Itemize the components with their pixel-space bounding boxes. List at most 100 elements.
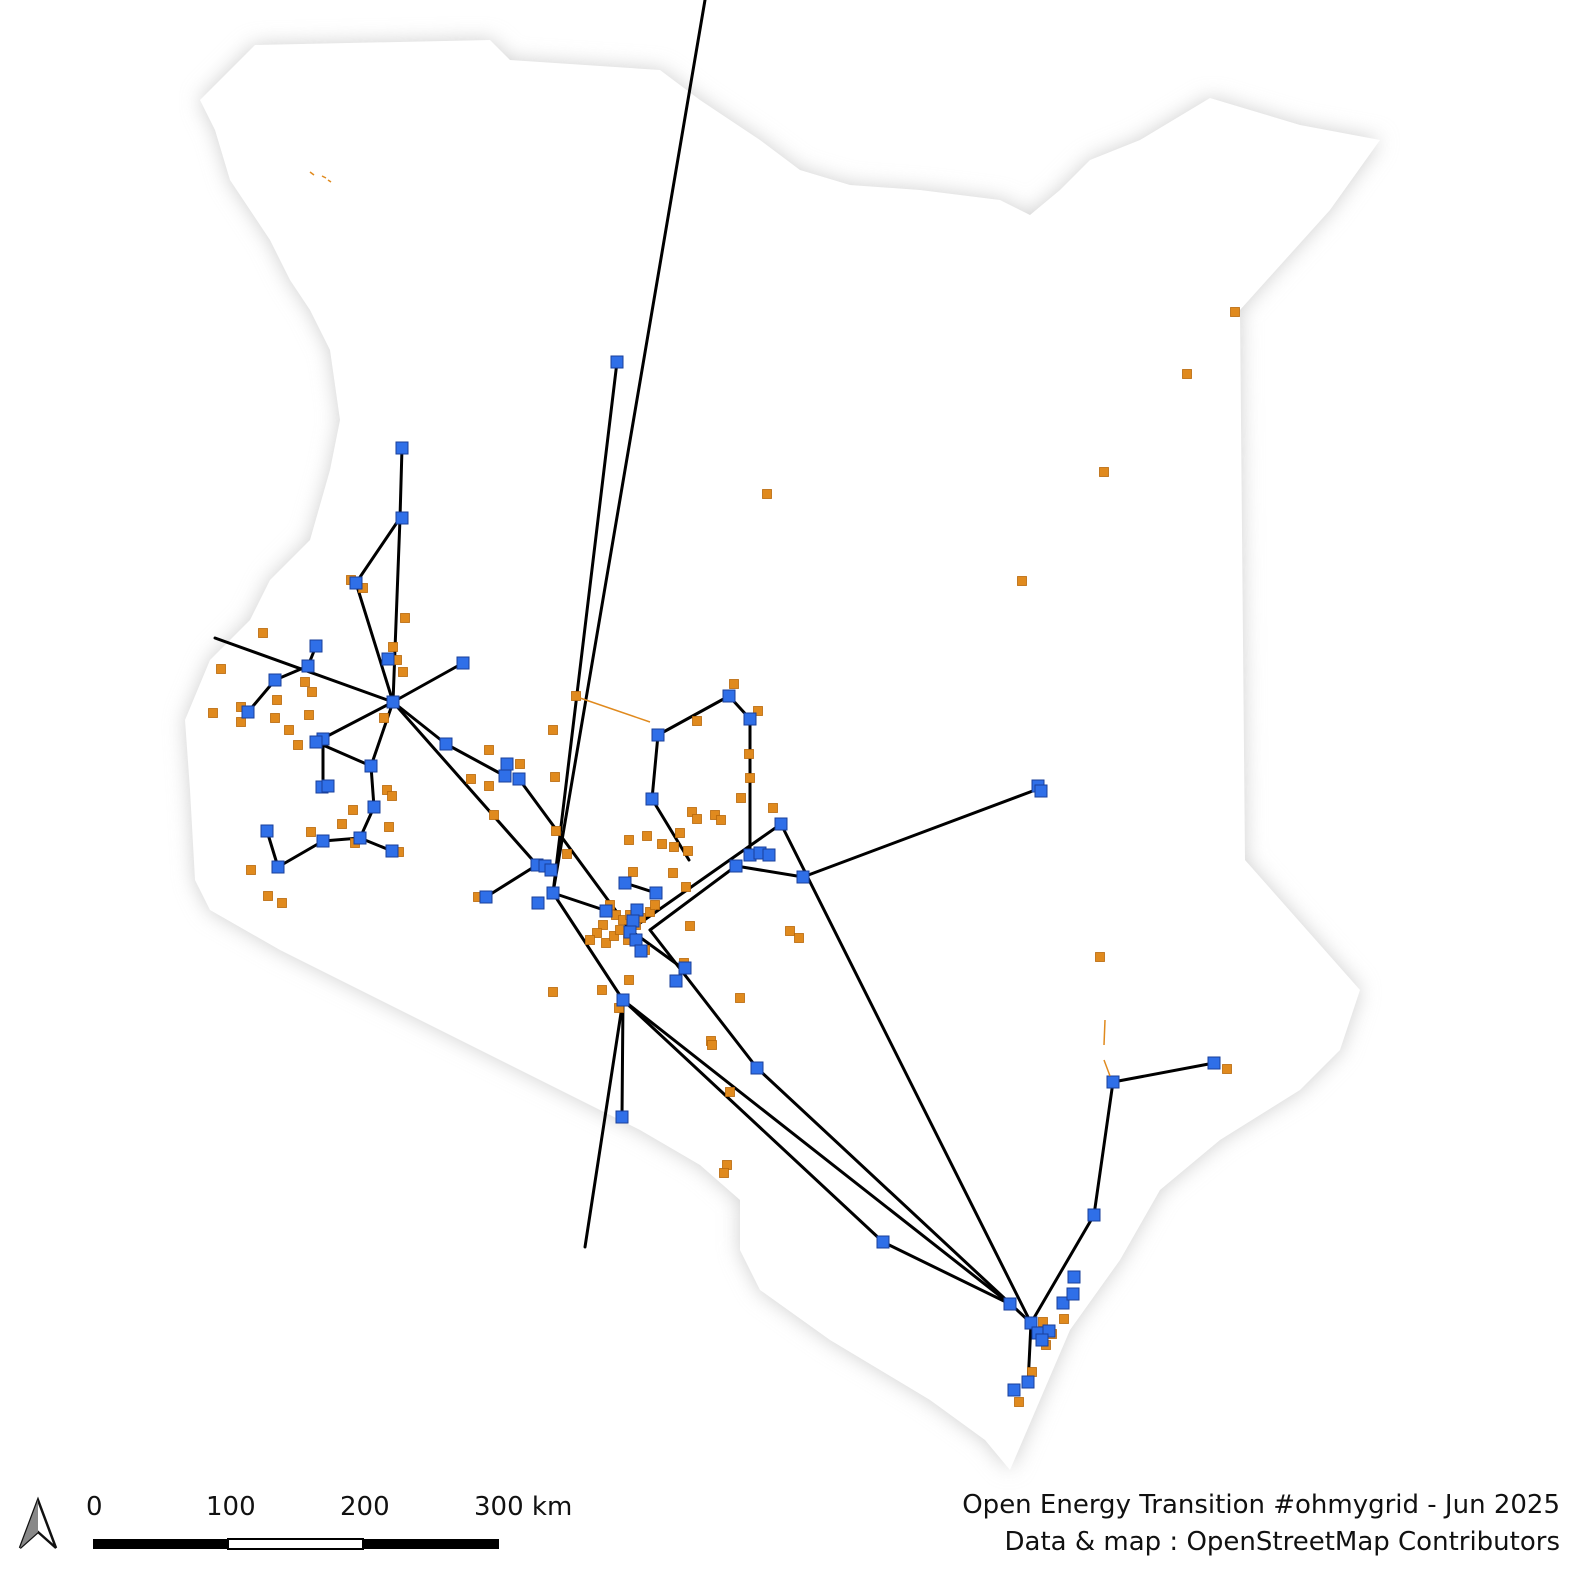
transmission-line: [650, 797, 691, 862]
minor-substation-marker: [466, 774, 476, 784]
major-substation-marker: [1007, 1383, 1021, 1397]
minor-substation-marker: [668, 868, 678, 878]
scale-bar-segment: [93, 1539, 228, 1549]
major-substation-marker: [546, 886, 560, 900]
minor-substation-marker: [571, 691, 581, 701]
transmission-line: [620, 998, 625, 1119]
minor-substation-marker: [762, 489, 772, 499]
major-substation-marker: [762, 848, 776, 862]
minor-substation-marker: [263, 891, 273, 901]
major-substation-marker: [750, 1061, 764, 1075]
minor-substation-marker: [1095, 952, 1105, 962]
minor-substation-marker: [1182, 369, 1192, 379]
minor-substation-marker: [597, 985, 607, 995]
minor-substation-marker: [387, 791, 397, 801]
minor-substation-marker: [683, 846, 693, 856]
major-substation-marker: [1003, 1297, 1017, 1311]
minor-line: [309, 171, 315, 176]
minor-substation-marker: [277, 898, 287, 908]
transmission-line: [551, 360, 619, 895]
minor-substation-marker: [719, 1168, 729, 1178]
major-substation-marker: [367, 800, 381, 814]
major-substation-marker: [381, 652, 395, 666]
minor-line: [1103, 1059, 1111, 1077]
major-substations: [241, 355, 1221, 1397]
major-substation-marker: [678, 961, 692, 975]
minor-substation-marker: [388, 642, 398, 652]
major-substation-marker: [301, 659, 315, 673]
attribution-line-2: Data & map : OpenStreetMap Contributors: [1004, 1527, 1560, 1557]
minor-substation-marker: [551, 826, 561, 836]
minor-substation-marker: [300, 677, 310, 687]
attribution-line-1: Open Energy Transition #ohmygrid - Jun 2…: [962, 1490, 1560, 1520]
major-substation-marker: [321, 779, 335, 793]
transmission-line: [628, 822, 783, 932]
transmission-line: [444, 742, 507, 778]
major-substation-marker: [876, 1235, 890, 1249]
major-substation-marker: [1067, 1270, 1081, 1284]
minor-substation-marker: [675, 828, 685, 838]
major-substation-marker: [512, 772, 526, 786]
minor-substation-marker: [692, 716, 702, 726]
major-substation-marker: [309, 735, 323, 749]
transmission-line: [369, 764, 376, 809]
transmission-line: [354, 516, 402, 585]
minor-substation-marker: [669, 842, 679, 852]
minor-substation-marker: [736, 793, 746, 803]
major-substation-marker: [599, 904, 613, 918]
major-substation-marker: [260, 824, 274, 838]
minor-substation-marker: [382, 785, 392, 795]
minor-substation-marker: [1014, 1397, 1024, 1407]
minor-substation-marker: [216, 664, 226, 674]
scale-label-100: 100: [206, 1492, 256, 1522]
minor-lines: [309, 171, 1111, 1077]
major-substation-marker: [309, 639, 323, 653]
major-substation-marker: [1087, 1208, 1101, 1222]
minor-substation-marker: [484, 745, 494, 755]
transmission-line: [551, 0, 707, 895]
major-substation-marker: [629, 933, 643, 947]
transmission-line: [1029, 1213, 1096, 1325]
minor-line: [321, 175, 327, 179]
minor-substation-marker: [1230, 307, 1240, 317]
transmission-line: [391, 700, 448, 746]
major-substation-marker: [349, 576, 363, 590]
major-substation-marker: [1021, 1375, 1035, 1389]
transmission-line: [881, 1240, 1012, 1306]
minor-substation-marker: [550, 772, 560, 782]
minor-substation-marker: [400, 613, 410, 623]
transmission-line: [801, 787, 1040, 879]
minor-substation-marker: [768, 803, 778, 813]
transmission-line: [656, 694, 731, 737]
major-substation-marker: [616, 993, 630, 1007]
minor-substation-marker: [785, 926, 795, 936]
transmission-line: [314, 740, 373, 768]
minor-substation-marker: [384, 822, 394, 832]
transmission-line: [734, 864, 805, 879]
major-substation-marker: [729, 859, 743, 873]
minor-substation-marker: [489, 810, 499, 820]
transmission-line: [583, 998, 625, 1249]
minor-substation-marker: [707, 1040, 717, 1050]
transmission-line: [398, 446, 404, 520]
minor-substation-marker: [657, 839, 667, 849]
north-arrow-icon: [18, 1496, 58, 1549]
major-substation-marker: [1024, 1316, 1038, 1330]
major-substation-marker: [1106, 1075, 1120, 1089]
minor-substation-marker: [258, 628, 268, 638]
transmission-line: [276, 839, 325, 869]
minor-substation-marker: [337, 819, 347, 829]
minor-substation-marker: [270, 713, 280, 723]
country-fill: [185, 40, 1380, 1470]
minor-line: [579, 697, 651, 723]
minor-substation-marker: [745, 773, 755, 783]
minor-substation-marker: [687, 807, 697, 817]
transmission-line: [1092, 1080, 1115, 1217]
minor-substation-marker: [1099, 467, 1109, 477]
minor-substation-marker: [729, 679, 739, 689]
major-substation-marker: [626, 914, 640, 928]
minor-substation-marker: [1017, 576, 1027, 586]
major-substation-marker: [649, 886, 663, 900]
transmission-line: [369, 700, 395, 768]
